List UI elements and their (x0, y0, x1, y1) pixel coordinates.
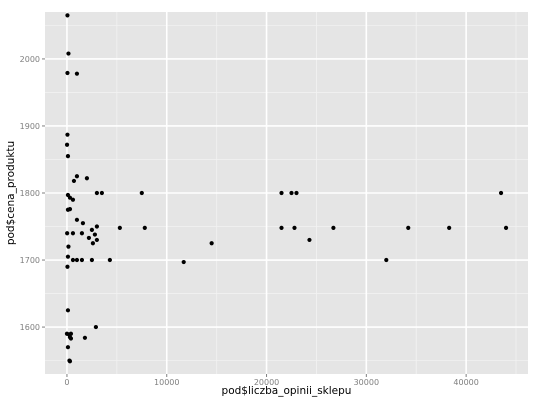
data-point (65, 264, 70, 269)
y-axis-title: pod$cena_produktu (5, 141, 17, 245)
data-point (80, 221, 86, 226)
y-tick-label: 2000 (20, 55, 40, 64)
data-point (99, 190, 104, 196)
data-point (279, 225, 284, 230)
data-point (65, 308, 71, 313)
data-point (289, 190, 294, 196)
data-point (384, 257, 389, 263)
x-tick-label: 0 (64, 378, 69, 387)
x-tick-label: 20000 (254, 378, 279, 387)
data-point (142, 225, 147, 230)
data-point (279, 190, 284, 196)
data-point (79, 257, 85, 263)
major-gridlines (45, 12, 528, 374)
x-axis-title: pod$liczba_opinii_sklepu (222, 385, 352, 397)
y-tick-label: 1700 (20, 256, 40, 265)
data-point (74, 217, 80, 222)
data-point (94, 190, 99, 196)
data-point (65, 132, 70, 137)
data-point (139, 190, 144, 196)
data-point (209, 241, 214, 246)
y-tick-label: 1800 (20, 189, 40, 198)
data-point (65, 154, 71, 159)
data-point (294, 190, 299, 196)
data-point (74, 174, 80, 179)
data-point (65, 254, 71, 259)
data-point (89, 257, 95, 263)
data-point (93, 324, 98, 330)
data-point (94, 237, 99, 243)
x-tick-label: 10000 (154, 378, 179, 387)
data-point (292, 225, 297, 230)
data-point (92, 232, 97, 237)
data-point (67, 195, 73, 200)
data-point (74, 257, 80, 263)
data-point (86, 235, 92, 241)
data-point (90, 241, 96, 246)
data-point (82, 335, 88, 340)
data-point (84, 176, 90, 181)
data-point (64, 142, 70, 147)
y-tick-label: 1600 (20, 323, 40, 332)
data-point (107, 257, 112, 263)
data-point (503, 225, 509, 230)
data-point (67, 359, 73, 364)
data-point (331, 225, 336, 230)
data-point (307, 237, 312, 243)
data-point (79, 231, 85, 236)
data-point (74, 71, 80, 76)
data-point (181, 259, 186, 265)
data-point (70, 257, 76, 263)
data-point (89, 227, 95, 232)
y-tick-label: 1900 (20, 122, 40, 131)
data-point (65, 13, 70, 18)
data-point (70, 197, 76, 202)
data-point (68, 336, 74, 341)
data-point (67, 206, 73, 212)
data-point (65, 70, 70, 76)
data-points (64, 13, 509, 364)
data-point (447, 225, 452, 230)
data-point (65, 231, 70, 236)
data-point (406, 225, 411, 230)
data-point (65, 345, 71, 350)
x-tick-label: 30000 (354, 378, 379, 387)
data-point (66, 244, 71, 249)
data-point (68, 331, 74, 336)
x-tick-label: 40000 (453, 378, 478, 387)
y-axis-ticks: 1600 1700 1800 1900 2000 (20, 55, 45, 332)
data-point (71, 178, 77, 184)
data-point (117, 225, 122, 230)
data-point (498, 190, 504, 196)
data-point (70, 231, 76, 236)
data-point (94, 224, 99, 229)
data-point (66, 51, 71, 56)
x-axis-ticks: 0 10000 20000 30000 40000 (64, 374, 479, 387)
